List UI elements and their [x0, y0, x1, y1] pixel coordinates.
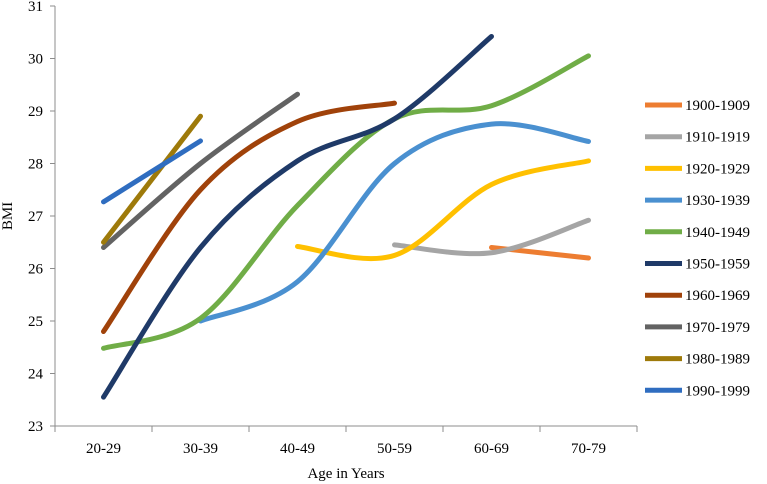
legend-label: 1980-1989 [685, 352, 750, 368]
legend-label: 1950-1959 [685, 257, 750, 273]
y-tick-label: 29 [28, 104, 43, 120]
legend-label: 1960-1969 [685, 288, 750, 304]
y-tick-label: 31 [28, 0, 43, 15]
series-line-1990-1999 [101, 138, 203, 205]
series-line-1940-1949 [101, 53, 591, 351]
x-tick-label: 60-69 [474, 441, 509, 457]
legend-item: 1950-1959 [645, 257, 750, 273]
legend-item: 1990-1999 [645, 383, 750, 399]
x-tick-label: 50-59 [377, 441, 412, 457]
y-tick-labels: 23 24 25 26 27 28 29 30 31 [28, 0, 44, 435]
legend-label: 1990-1999 [685, 383, 750, 399]
legend-label: 1920-1929 [685, 161, 750, 177]
y-tick-label: 24 [28, 367, 44, 383]
axes [50, 5, 638, 432]
y-tick-label: 23 [28, 419, 43, 435]
legend-label: 1900-1909 [685, 98, 750, 114]
y-tick-label: 25 [28, 314, 43, 330]
legend-label: 1970-1979 [685, 320, 750, 336]
y-axis-label: BMI [0, 202, 16, 230]
series-line-1910-1919 [392, 217, 591, 257]
series-line-1980-1989 [101, 113, 203, 245]
series-line-1970-1979 [101, 91, 300, 250]
series-line-1960-1969 [101, 100, 397, 334]
legend-label: 1910-1919 [685, 130, 750, 146]
legend-item: 1960-1969 [645, 288, 750, 304]
series-line-1950-1959 [101, 33, 494, 400]
y-tick-label: 28 [28, 157, 43, 173]
x-tick-label: 20-29 [86, 441, 121, 457]
x-axis-label: Age in Years [307, 466, 384, 482]
x-tick-label: 30-39 [183, 441, 218, 457]
legend-item: 1980-1989 [645, 352, 750, 368]
y-tick-label: 26 [28, 262, 44, 278]
y-tick-label: 27 [28, 209, 44, 225]
series-group [101, 33, 591, 400]
legend-label: 1930-1939 [685, 193, 750, 209]
legend-item: 1970-1979 [645, 320, 750, 336]
legend-item: 1920-1929 [645, 161, 750, 177]
legend-item: 1910-1919 [645, 130, 750, 146]
x-tick-label: 70-79 [571, 441, 606, 457]
x-tick-labels: 20-29 30-39 40-49 50-59 60-69 70-79 [86, 441, 606, 457]
series-line-1920-1929 [295, 158, 591, 261]
y-tick-label: 30 [28, 52, 43, 68]
legend: 1900-1909 1910-1919 1920-1929 1930-1939 1940… [645, 98, 750, 399]
legend-item: 1930-1939 [645, 193, 750, 209]
x-tick-label: 40-49 [280, 441, 315, 457]
legend-label: 1940-1949 [685, 225, 750, 241]
legend-item: 1900-1909 [645, 98, 750, 114]
legend-item: 1940-1949 [645, 225, 750, 241]
series-line-1900-1909 [489, 245, 591, 261]
series-line-1930-1939 [198, 121, 591, 324]
